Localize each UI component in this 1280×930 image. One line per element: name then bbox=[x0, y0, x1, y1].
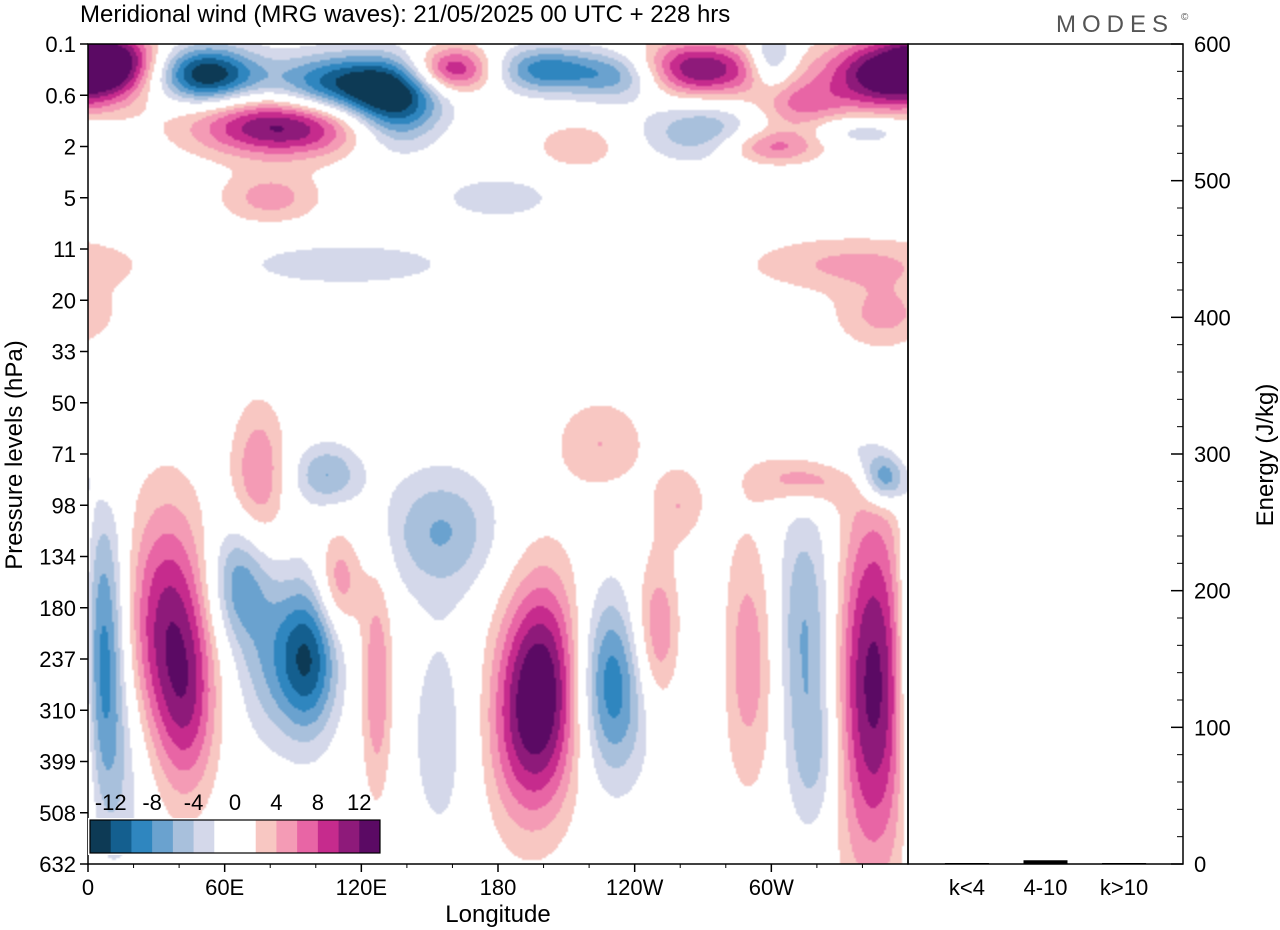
colorbar-swatch bbox=[193, 820, 215, 853]
pressure-tick-label: 33 bbox=[52, 340, 76, 365]
colorbar-swatch bbox=[152, 820, 174, 853]
energy-bars bbox=[944, 860, 1147, 865]
pressure-tick-label: 5 bbox=[64, 186, 76, 211]
pressure-tick-label: 632 bbox=[39, 852, 76, 877]
pressure-axis: 0.1 0.6 2 5 11 20 33 50 71 98 134 180 237 310 399 508 63… bbox=[39, 32, 88, 877]
colorbar-swatch bbox=[235, 820, 257, 853]
energy-frame bbox=[907, 43, 1184, 865]
colorbar-label: 8 bbox=[312, 790, 324, 815]
energy-tick-label: 0 bbox=[1194, 852, 1206, 877]
colorbar-label: 0 bbox=[229, 790, 241, 815]
colorbar-label: 4 bbox=[270, 790, 282, 815]
modes-logo: MODES bbox=[1056, 11, 1174, 38]
colorbar-label: -4 bbox=[184, 790, 204, 815]
energy-tick-label: 400 bbox=[1194, 305, 1231, 330]
colorbar-swatch bbox=[110, 820, 132, 853]
energy-categories: k<4 4-10 k>10 bbox=[949, 875, 1148, 900]
pressure-tick-label: 50 bbox=[52, 391, 76, 416]
longitude-tick-label: 120E bbox=[336, 875, 387, 900]
colorbar-label: -8 bbox=[142, 790, 162, 815]
colorbar-swatch bbox=[131, 820, 153, 853]
colorbar-swatch bbox=[214, 820, 236, 853]
x-axis-label: Longitude bbox=[445, 901, 550, 928]
pressure-tick-label: 71 bbox=[52, 442, 76, 467]
colorbar-swatch bbox=[172, 820, 195, 853]
pressure-tick-label: 11 bbox=[53, 237, 76, 262]
colorbar-swatch bbox=[359, 820, 381, 853]
longitude-tick-label: 60E bbox=[205, 875, 244, 900]
colorbar-label: 12 bbox=[347, 790, 371, 815]
energy-bar bbox=[944, 863, 989, 865]
pressure-tick-label: 310 bbox=[39, 698, 76, 723]
energy-panel: 0 100 200 300 400 500 600 k<4 4-10 k>10 bbox=[907, 32, 1231, 900]
longitude-tick-label: 180 bbox=[480, 875, 517, 900]
energy-tick-label: 300 bbox=[1194, 442, 1231, 467]
colorbar-frame bbox=[89, 819, 381, 854]
logo-mark: © bbox=[1181, 12, 1189, 23]
energy-tick-label: 200 bbox=[1194, 579, 1231, 604]
longitude-tick-label: 0 bbox=[82, 875, 94, 900]
energy-axis-label: Energy (J/kg) bbox=[1252, 384, 1279, 527]
pressure-tick-label: 399 bbox=[39, 750, 76, 775]
colorbar-swatch bbox=[338, 820, 360, 853]
longitude-tick-label: 60W bbox=[749, 875, 794, 900]
longitude-axis: 0 60E 120E 180 120W 60W bbox=[82, 864, 863, 900]
colorbar-label: -12 bbox=[95, 790, 127, 815]
chart-title: Meridional wind (MRG waves): 21/05/2025 … bbox=[80, 1, 730, 28]
pressure-tick-label: 20 bbox=[52, 288, 76, 313]
energy-axis: 0 100 200 300 400 500 600 bbox=[1171, 32, 1231, 877]
heatmap-image bbox=[88, 44, 908, 864]
pressure-tick-label: 98 bbox=[52, 493, 76, 518]
energy-tick-label: 600 bbox=[1194, 32, 1231, 57]
pressure-tick-label: 237 bbox=[39, 647, 76, 672]
heatmap-plot-area bbox=[88, 44, 908, 864]
pressure-tick-label: 508 bbox=[39, 801, 76, 826]
energy-category-label: 4-10 bbox=[1023, 875, 1067, 900]
colorbar-swatch bbox=[297, 820, 319, 853]
colorbar-swatch bbox=[255, 820, 277, 853]
pressure-tick-label: 0.1 bbox=[45, 32, 76, 57]
pressure-tick-label: 2 bbox=[64, 135, 76, 160]
energy-category-label: k>10 bbox=[1100, 875, 1148, 900]
energy-bar bbox=[1102, 863, 1147, 865]
y-axis-label: Pressure levels (hPa) bbox=[1, 340, 28, 569]
pressure-tick-label: 0.6 bbox=[45, 83, 76, 108]
energy-bar bbox=[1023, 860, 1068, 864]
energy-tick-label: 500 bbox=[1194, 169, 1231, 194]
energy-tick-label: 100 bbox=[1194, 715, 1231, 740]
colorbar: -12 -8 -4 0 4 8 12 bbox=[88, 790, 382, 855]
longitude-tick-label: 120W bbox=[606, 875, 664, 900]
energy-category-label: k<4 bbox=[949, 875, 985, 900]
pressure-tick-label: 180 bbox=[39, 596, 76, 621]
colorbar-swatch bbox=[90, 820, 112, 853]
pressure-tick-label: 134 bbox=[39, 545, 76, 570]
colorbar-swatch bbox=[276, 820, 298, 853]
colorbar-swatch bbox=[317, 820, 340, 853]
